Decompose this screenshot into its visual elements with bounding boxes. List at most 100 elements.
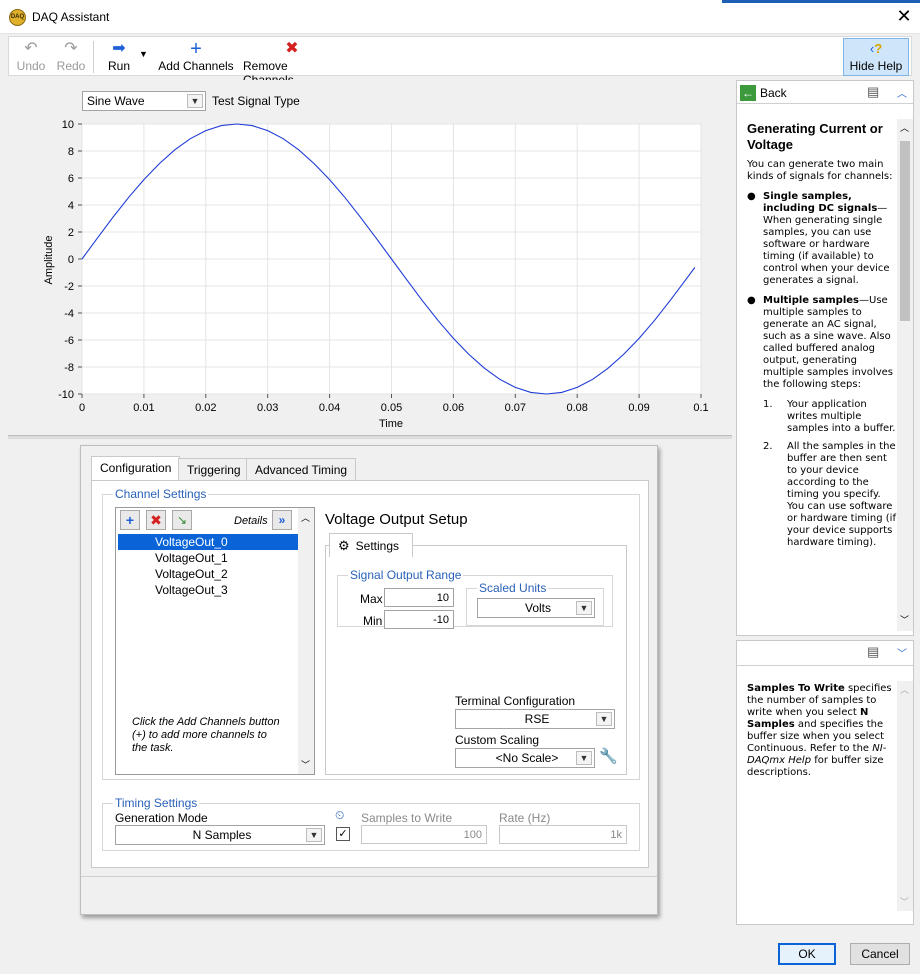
channel-item[interactable]: VoltageOut_0: [118, 534, 298, 550]
collapse-up-icon[interactable]: ︿: [897, 89, 907, 100]
help-window-icon[interactable]: ▤: [867, 84, 880, 99]
scroll-up-icon[interactable]: ︿: [301, 513, 311, 523]
run-arrow-icon: ➡: [112, 40, 126, 57]
x-tick-label: 0.07: [505, 402, 526, 414]
pane-splitter[interactable]: [8, 435, 732, 439]
move-channel-icon[interactable]: ↘: [172, 510, 192, 530]
daq-app-icon: DAQ: [9, 9, 26, 26]
add-channels-label: Add Channels: [158, 59, 234, 73]
x-tick-label: 0.01: [133, 402, 154, 414]
scroll-down-icon[interactable]: ﹀: [900, 897, 910, 907]
chevron-down-icon: ▼: [306, 828, 322, 842]
panel-divider: [81, 876, 657, 877]
help-window-icon[interactable]: ▤: [867, 644, 880, 659]
help-step-1-text: Your application writes multiple samples…: [787, 399, 896, 434]
ok-button[interactable]: OK: [778, 943, 836, 965]
help-text-part-3: for buffer size descriptions.: [747, 755, 884, 778]
help-content: Generating Current or Voltage You can ge…: [747, 121, 897, 633]
tab-configuration[interactable]: Configuration: [91, 456, 181, 481]
chevron-down-icon: ▼: [187, 94, 203, 108]
tab-settings[interactable]: ⚙ Settings: [329, 533, 413, 557]
help-bottom-scrollbar[interactable]: ︿ ﹀: [897, 681, 913, 911]
channel-item[interactable]: VoltageOut_1: [155, 551, 228, 565]
x-tick-label: 0.06: [443, 402, 464, 414]
y-tick-label: -6: [64, 335, 74, 347]
back-button[interactable]: ← Back: [740, 83, 787, 103]
timing-checkbox[interactable]: ✓: [336, 827, 350, 841]
min-input[interactable]: -10: [384, 610, 454, 629]
scroll-down-icon[interactable]: ﹀: [900, 615, 910, 625]
undo-button[interactable]: ↶ Undo: [15, 39, 47, 75]
add-channels-hint: Click the Add Channels button (+) to add…: [132, 716, 280, 754]
add-channels-button[interactable]: + Add Channels: [157, 39, 235, 75]
help-bullet-2-bold: Multiple samples: [763, 295, 859, 306]
chevron-down-icon: ▼: [576, 751, 592, 765]
tab-advanced-timing[interactable]: Advanced Timing: [246, 458, 357, 480]
terminal-configuration-select[interactable]: RSE ▼: [455, 709, 615, 729]
hide-help-label: Hide Help: [849, 59, 903, 73]
help-top-scrollbar[interactable]: ︿ ﹀: [897, 119, 913, 631]
test-signal-type-value: Sine Wave: [87, 94, 145, 108]
cancel-button[interactable]: Cancel: [850, 943, 910, 965]
y-tick-label: 8: [68, 146, 74, 158]
channel-list-box: + ✖ ↘ Details » VoltageOut_0 VoltageOut_…: [115, 507, 315, 775]
tab-triggering[interactable]: Triggering: [178, 458, 250, 480]
max-input[interactable]: 10: [384, 588, 454, 607]
signal-preview-panel: Sine Wave ▼ Test Signal Type 0 0.01 0.02 0.…: [8, 80, 732, 435]
chart-ticks: 0 0.01 0.02 0.03 0.04 0.05 0.06 0.07 0.08 0.09 0.1…: [58, 119, 709, 414]
add-channel-button[interactable]: +: [120, 510, 140, 530]
channel-item[interactable]: VoltageOut_2: [155, 567, 228, 581]
samples-to-write-help: Samples To Write specifies the number of…: [747, 683, 893, 779]
help-top-scroll-thumb[interactable]: [900, 141, 910, 321]
channel-item[interactable]: VoltageOut_3: [155, 583, 228, 597]
help-text-part-2: and specifies the buffer size when you s…: [747, 719, 885, 754]
redo-button[interactable]: ↷ Redo: [55, 39, 87, 75]
custom-scaling-label: Custom Scaling: [455, 733, 540, 747]
samples-to-write-input[interactable]: 100: [361, 825, 487, 844]
generation-mode-select[interactable]: N Samples ▼: [115, 825, 325, 845]
test-signal-type-select[interactable]: Sine Wave ▼: [82, 91, 206, 111]
sine-wave-chart: 0 0.01 0.02 0.03 0.04 0.05 0.06 0.07 0.08 0.09 0.1…: [43, 119, 709, 430]
generation-mode-label: Generation Mode: [115, 811, 208, 825]
scaled-units-select[interactable]: Volts ▼: [477, 598, 595, 618]
voltage-output-setup-title: Voltage Output Setup: [325, 511, 468, 528]
help-bullet-2: ● Multiple samples—Use multiple samples …: [747, 295, 897, 391]
rate-label: Rate (Hz): [499, 811, 551, 825]
details-expand-button[interactable]: »: [272, 510, 292, 530]
min-label: Min: [363, 614, 383, 628]
scaled-units-title: Scaled Units: [477, 581, 549, 595]
undo-label: Undo: [16, 59, 46, 73]
max-label: Max: [360, 592, 383, 606]
toolbar-divider: [93, 41, 94, 73]
settings-tab-label: Settings: [355, 538, 400, 553]
terminal-configuration-value: RSE: [524, 712, 550, 726]
settings-panel: [325, 545, 627, 775]
run-dropdown-icon[interactable]: ▼: [139, 49, 148, 59]
scroll-up-icon[interactable]: ︿: [900, 685, 910, 695]
channel-settings-title: Channel Settings: [113, 487, 209, 501]
remove-channel-button[interactable]: ✖: [146, 510, 166, 530]
custom-scaling-select[interactable]: <No Scale> ▼: [455, 748, 595, 768]
rate-input[interactable]: 1k: [499, 825, 627, 844]
details-label: Details: [234, 515, 268, 527]
remove-channels-button[interactable]: ✖ Remove Channels: [243, 39, 341, 87]
x-tick-label: 0.1: [693, 402, 708, 414]
channel-list-scrollbar[interactable]: ︿ ﹀: [298, 508, 314, 774]
collapse-down-icon[interactable]: ﹀: [897, 649, 907, 660]
hide-help-button[interactable]: ‹? Hide Help: [843, 38, 909, 76]
samples-to-write-label: Samples to Write: [361, 811, 453, 825]
scroll-up-icon[interactable]: ︿: [900, 123, 910, 133]
settings-icon: ⚙: [338, 537, 350, 553]
scroll-down-icon[interactable]: ﹀: [301, 760, 311, 770]
wrench-icon[interactable]: 🔧: [599, 748, 618, 765]
window-title: DAQ Assistant: [32, 10, 110, 24]
help-bullet-2-text: —Use multiple samples to generate an AC …: [763, 295, 893, 390]
timing-settings-title: Timing Settings: [113, 796, 200, 810]
run-button[interactable]: ➡ Run: [105, 39, 133, 75]
close-icon[interactable]: ✕: [896, 6, 912, 26]
x-tick-label: 0.05: [381, 402, 402, 414]
help-bold-samples-to-write: Samples To Write: [747, 683, 845, 694]
help-step-2-number: 2.: [763, 441, 773, 452]
x-tick-label: 0.09: [628, 402, 649, 414]
timing-clock-icon: ⏲: [335, 808, 345, 822]
